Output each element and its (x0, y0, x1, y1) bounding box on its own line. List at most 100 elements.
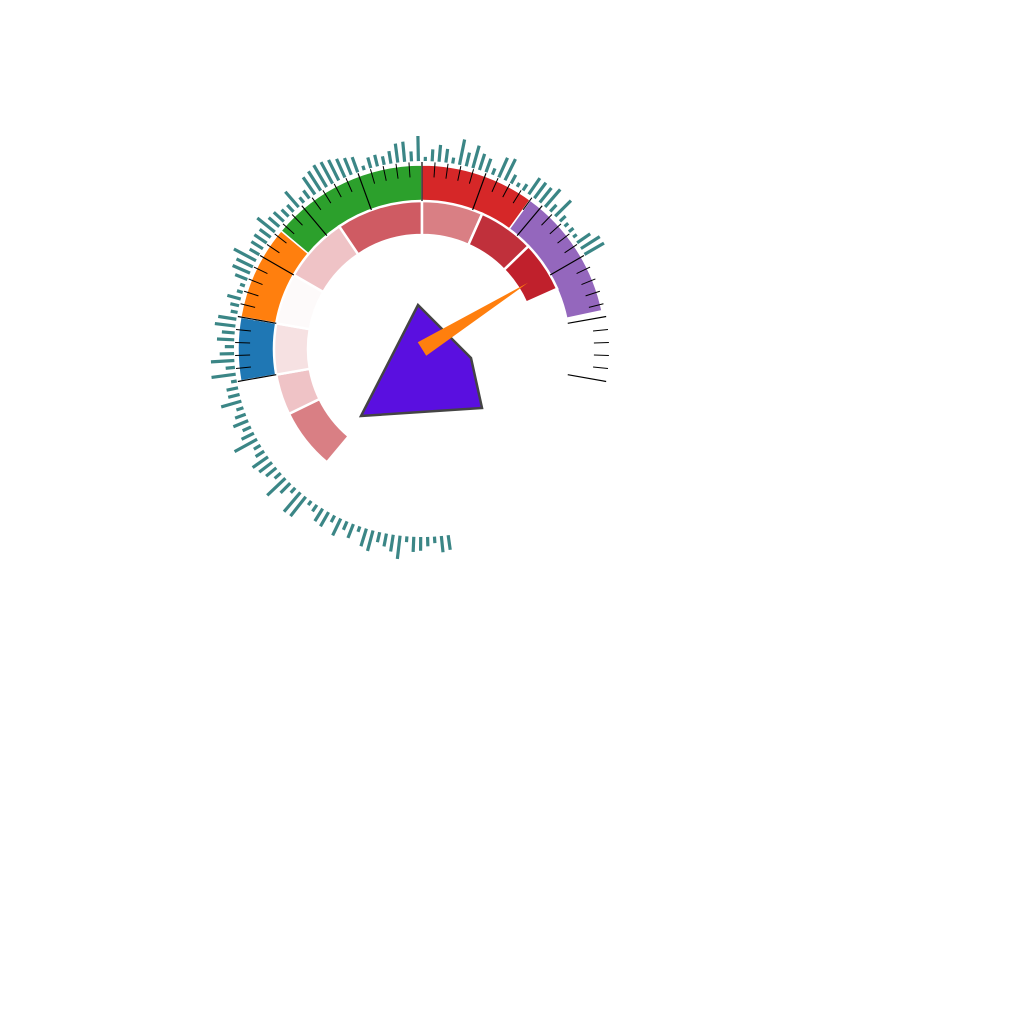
ring-tick (361, 165, 366, 171)
ring-tick (359, 528, 368, 547)
ring-tick (240, 431, 255, 441)
ring-tick (446, 534, 452, 551)
scale-tick (333, 183, 342, 198)
scale-tick (382, 165, 387, 181)
ring-tick (248, 247, 261, 257)
ring-tick (393, 143, 400, 163)
ring-tick (366, 156, 373, 169)
ring-tick (373, 154, 380, 167)
ring-tick (471, 145, 481, 169)
ring-tick (253, 233, 268, 245)
ring-tick (241, 425, 252, 433)
needle (417, 282, 529, 356)
ring-tick (233, 247, 257, 263)
ring-tick (477, 153, 487, 171)
ring-tick (335, 158, 347, 179)
ring-tick (226, 293, 242, 301)
scale-tick (237, 374, 277, 383)
ring-tick (497, 157, 509, 179)
ring-tick (319, 511, 330, 528)
scale-tick (593, 328, 609, 332)
ring-tick (382, 533, 389, 547)
ring-tick (430, 149, 435, 162)
ring-tick (567, 226, 575, 233)
ring-tick (312, 164, 328, 188)
ring-tick (211, 372, 236, 380)
ring-tick (533, 181, 548, 200)
ring-tick (221, 330, 235, 335)
scale-tick (357, 173, 372, 211)
ring-tick (538, 187, 553, 204)
ring-tick (301, 176, 317, 196)
ring-tick (286, 203, 295, 213)
ring-tick (258, 228, 272, 239)
scale-tick (588, 303, 604, 308)
ring-tick (563, 222, 570, 228)
ring-tick (554, 199, 573, 218)
scale-tick (502, 183, 511, 198)
scale-tick (237, 315, 277, 324)
ring-tick (289, 486, 297, 494)
scale-tick (291, 214, 303, 226)
scale-tick (593, 341, 609, 344)
ring-tick (279, 481, 292, 495)
ring-tick (401, 141, 407, 162)
ring-tick (306, 499, 313, 506)
ring-tick (451, 157, 456, 164)
ring-tick (395, 535, 402, 560)
scale-tick (433, 162, 436, 178)
ring-tick (227, 392, 240, 399)
scale-tick (491, 177, 499, 193)
ring-tick (266, 477, 287, 497)
ring-tick (256, 216, 276, 234)
ring-tick (280, 208, 290, 218)
ring-tick (439, 535, 445, 553)
scale-tick (345, 177, 353, 193)
ring-tick (289, 495, 307, 518)
ring-tick (409, 151, 414, 162)
scale-tick (512, 190, 522, 204)
outer-ring-ticks (210, 135, 605, 560)
ring-tick (230, 379, 238, 384)
scale-tick (593, 366, 609, 370)
ring-tick (217, 314, 237, 321)
scale-tick (585, 290, 601, 297)
scale-tick (516, 205, 543, 237)
ring-tick (232, 419, 249, 429)
ring-tick (350, 156, 360, 173)
scale-tick (235, 366, 251, 370)
ring-tick (230, 309, 238, 315)
scale-ticks (235, 162, 609, 383)
ring-tick (313, 507, 325, 522)
ring-tick (375, 531, 382, 543)
ring-tick (457, 139, 467, 166)
scale-tick (581, 278, 596, 286)
ring-tick (239, 282, 246, 288)
scale-tick (576, 266, 591, 275)
scale-tick (564, 244, 578, 254)
scale-tick (235, 328, 251, 332)
ring-tick (365, 530, 375, 552)
scale-tick (468, 169, 475, 184)
scale-tick (541, 214, 553, 226)
ring-tick (521, 183, 529, 192)
ring-tick (234, 273, 248, 281)
ring-tick (583, 241, 605, 256)
ring-tick (341, 520, 349, 531)
scale-tick (243, 290, 259, 297)
center-group (358, 302, 484, 418)
ring-tick (543, 188, 562, 208)
ring-tick (484, 158, 493, 173)
ring-tick (490, 167, 497, 176)
ring-tick (233, 437, 258, 454)
ring-tick (234, 412, 247, 420)
ring-tick (220, 399, 242, 409)
ring-tick (411, 536, 416, 553)
ring-tick (576, 232, 592, 245)
scale-tick (472, 173, 487, 211)
ring-tick (319, 161, 334, 185)
outer-band-group (237, 164, 603, 382)
scale-tick (593, 354, 609, 357)
ring-tick (331, 517, 343, 537)
